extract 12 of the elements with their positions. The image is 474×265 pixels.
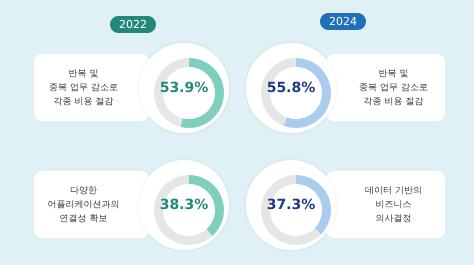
text: 53.9%	[158, 79, 210, 97]
chart-title: 2022	[110, 16, 156, 33]
text: 37.3%	[266, 196, 316, 214]
donut-slice	[261, 175, 322, 245]
text: 38.3%	[158, 196, 210, 214]
text: 데이터 기반의 비즈니스 의사결정	[365, 184, 422, 226]
chart-title: 2024	[320, 13, 366, 30]
text: 다양한 어플리케이션과의 연결성 확보	[48, 184, 120, 226]
text: 반복 및 중복 업무 감소로 각종 비용 절감	[359, 68, 428, 108]
text: 55.8%	[266, 79, 316, 97]
donut-slice	[154, 175, 212, 245]
text: 반복 및 중복 업무 감소로 각종 비용 절감	[49, 68, 118, 108]
